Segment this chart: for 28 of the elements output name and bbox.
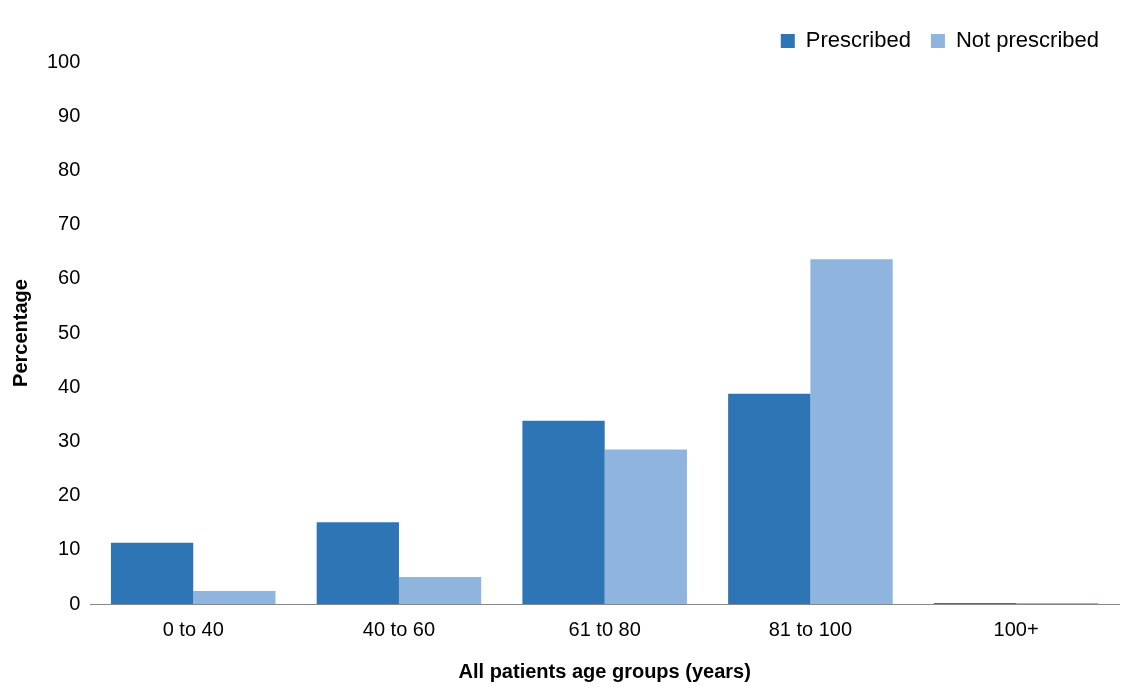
bar bbox=[193, 590, 276, 604]
legend-label: Prescribed bbox=[805, 27, 911, 53]
legend-label: Not prescribed bbox=[955, 27, 1100, 53]
x-tick-label: 0 to 40 bbox=[162, 617, 224, 640]
x-tick-label: 40 to 60 bbox=[362, 617, 436, 640]
x-axis-title: All patients age groups (years) bbox=[458, 659, 751, 682]
y-tick-label: 0 bbox=[69, 591, 81, 614]
y-tick-label: 40 bbox=[58, 374, 81, 397]
bar bbox=[398, 576, 482, 604]
y-tick-label: 70 bbox=[58, 212, 81, 235]
y-axis-title: Percentage bbox=[8, 279, 31, 387]
x-tick-label: 100+ bbox=[993, 617, 1039, 640]
x-tick-label: 61 t0 80 bbox=[568, 617, 641, 640]
bar bbox=[522, 420, 605, 604]
y-tick-label: 100 bbox=[46, 49, 81, 72]
bar bbox=[810, 259, 893, 604]
y-tick-label: 80 bbox=[58, 157, 81, 180]
bar bbox=[110, 542, 194, 604]
bar bbox=[728, 393, 811, 604]
y-tick-label: 90 bbox=[58, 103, 81, 126]
y-tick-label: 60 bbox=[58, 266, 81, 289]
y-tick-label: 50 bbox=[58, 320, 81, 343]
y-tick-label: 30 bbox=[58, 428, 81, 451]
bar bbox=[316, 522, 399, 604]
y-tick-label: 20 bbox=[58, 483, 81, 506]
x-tick-label: 81 to 100 bbox=[768, 617, 853, 640]
bar bbox=[604, 449, 687, 604]
y-tick-label: 10 bbox=[58, 537, 81, 560]
